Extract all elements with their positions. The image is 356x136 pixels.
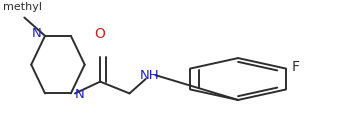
Text: methyl: methyl [3, 2, 42, 12]
Text: NH: NH [139, 69, 159, 82]
Text: F: F [292, 60, 300, 74]
Text: N: N [74, 88, 84, 101]
Text: N: N [32, 27, 42, 40]
Text: O: O [95, 27, 106, 41]
